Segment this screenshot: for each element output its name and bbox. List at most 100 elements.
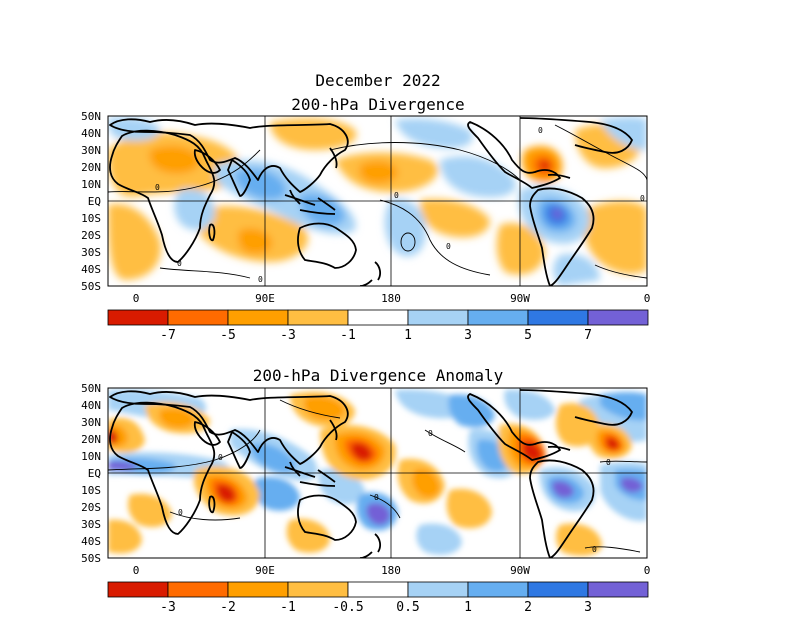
lat-label: 30S bbox=[81, 246, 101, 259]
colorbar-swatch bbox=[287, 581, 349, 598]
divergence-map-grid bbox=[107, 115, 648, 287]
colorbar-swatch bbox=[587, 581, 649, 598]
contour-label: 0 bbox=[258, 275, 263, 284]
colorbar-label: -1 bbox=[280, 600, 296, 615]
colorbar-label: 7 bbox=[584, 328, 592, 343]
contour-label: 0 bbox=[428, 429, 433, 438]
contour-label: 0 bbox=[640, 194, 645, 203]
lon-label: 90E bbox=[255, 564, 275, 577]
colorbar-label: 0.5 bbox=[396, 600, 419, 615]
lat-label: 30N bbox=[81, 416, 101, 429]
lat-label: 50S bbox=[81, 280, 101, 293]
contour-label: 0 bbox=[218, 453, 223, 462]
colorbar-labels: -7 -5 -3 -1 1 3 5 7 bbox=[160, 328, 592, 343]
anomaly-shading bbox=[108, 389, 647, 556]
lat-label: 20S bbox=[81, 229, 101, 242]
lat-label: 50S bbox=[81, 552, 101, 565]
contour-label: 0 bbox=[155, 183, 160, 192]
colorbar-swatch bbox=[167, 309, 229, 326]
anomaly-map-grid bbox=[107, 387, 648, 559]
anomaly-coastlines bbox=[109, 389, 633, 558]
colorbar-label: 3 bbox=[464, 328, 472, 343]
lon-label: 0 bbox=[133, 564, 140, 577]
anomaly-lat-labels: 50N 40N 30N 20N 10N EQ 10S 20S 30S 40S 5… bbox=[81, 382, 101, 565]
contour-label: 0 bbox=[178, 508, 183, 517]
lat-label: 30N bbox=[81, 144, 101, 157]
lon-label: 180 bbox=[381, 292, 401, 305]
lat-label: 20N bbox=[81, 161, 101, 174]
colorbar-label: 5 bbox=[524, 328, 532, 343]
divergence-contour-labels: 0 0 0 0 0 0 0 bbox=[155, 126, 645, 284]
colorbar-label: 3 bbox=[584, 600, 592, 615]
colorbar-swatch bbox=[347, 581, 409, 598]
colorbar-swatch bbox=[227, 309, 289, 326]
divergence-map bbox=[108, 116, 647, 286]
lat-label: EQ bbox=[88, 195, 101, 208]
lat-label: 10S bbox=[81, 212, 101, 225]
contour-label: 0 bbox=[177, 259, 182, 268]
lat-label: 50N bbox=[81, 382, 101, 395]
colorbar-swatch bbox=[287, 309, 349, 326]
contour-label: 0 bbox=[606, 458, 611, 467]
colorbar-swatch bbox=[467, 309, 529, 326]
colorbar-swatch bbox=[107, 309, 169, 326]
divergence-lon-labels: 0 90E 180 90W 0 bbox=[133, 292, 651, 305]
lon-label: 0 bbox=[133, 292, 140, 305]
contour-label: 0 bbox=[446, 242, 451, 251]
anomaly-contour-labels: 0 0 0 0 0 0 bbox=[178, 429, 611, 554]
lat-label: 10S bbox=[81, 484, 101, 497]
colorbar-label: 2 bbox=[524, 600, 532, 615]
contour-label: 0 bbox=[592, 545, 597, 554]
contour-label: 0 bbox=[538, 126, 543, 135]
colorbar-swatch bbox=[407, 309, 469, 326]
colorbar-label: -2 bbox=[220, 600, 236, 615]
colorbar-label: 1 bbox=[464, 600, 472, 615]
figure-title: December 2022 bbox=[315, 71, 440, 90]
lat-label: 40N bbox=[81, 399, 101, 412]
coastlines bbox=[109, 117, 633, 286]
colorbar-label: -7 bbox=[160, 328, 176, 343]
anomaly-colorbar: -3 -2 -1 -0.5 0.5 1 2 3 bbox=[107, 581, 649, 615]
lat-label: 40N bbox=[81, 127, 101, 140]
lat-label: 10N bbox=[81, 178, 101, 191]
colorbar-swatches bbox=[107, 309, 649, 326]
panel-2-title: 200-hPa Divergence Anomaly bbox=[253, 366, 504, 385]
colorbar-swatch bbox=[467, 581, 529, 598]
contour-label: 0 bbox=[394, 191, 399, 200]
colorbar-swatch bbox=[227, 581, 289, 598]
colorbar-swatch bbox=[347, 309, 409, 326]
colorbar-swatch bbox=[107, 581, 169, 598]
lat-label: 10N bbox=[81, 450, 101, 463]
lon-label: 0 bbox=[644, 564, 651, 577]
lat-label: EQ bbox=[88, 467, 101, 480]
lon-label: 90E bbox=[255, 292, 275, 305]
colorbar-swatch bbox=[407, 581, 469, 598]
colorbar-swatch bbox=[587, 309, 649, 326]
panel-1-title: 200-hPa Divergence bbox=[291, 95, 464, 114]
lon-label: 0 bbox=[644, 292, 651, 305]
lat-label: 30S bbox=[81, 518, 101, 531]
colorbar-label: -3 bbox=[160, 600, 176, 615]
colorbar-swatches bbox=[107, 581, 649, 598]
anomaly-zero-contours bbox=[108, 399, 647, 553]
lat-label: 20S bbox=[81, 501, 101, 514]
lat-label: 50N bbox=[81, 110, 101, 123]
lon-label: 90W bbox=[510, 292, 530, 305]
lon-label: 90W bbox=[510, 564, 530, 577]
divergence-lat-labels: 50N 40N 30N 20N 10N EQ 10S 20S 30S 40S 5… bbox=[81, 110, 101, 293]
anomaly-lon-labels: 0 90E 180 90W 0 bbox=[133, 564, 651, 577]
divergence-colorbar: -7 -5 -3 -1 1 3 5 7 bbox=[107, 309, 649, 343]
colorbar-label: -3 bbox=[280, 328, 296, 343]
lon-label: 180 bbox=[381, 564, 401, 577]
lat-label: 40S bbox=[81, 263, 101, 276]
colorbar-label: -1 bbox=[340, 328, 356, 343]
colorbar-swatch bbox=[527, 309, 589, 326]
colorbar-label: -0.5 bbox=[332, 600, 363, 615]
colorbar-swatch bbox=[167, 581, 229, 598]
zero-contours bbox=[108, 124, 647, 279]
lat-label: 20N bbox=[81, 433, 101, 446]
colorbar-swatch bbox=[527, 581, 589, 598]
contour-label: 0 bbox=[374, 493, 379, 502]
colorbar-labels: -3 -2 -1 -0.5 0.5 1 2 3 bbox=[160, 600, 592, 615]
